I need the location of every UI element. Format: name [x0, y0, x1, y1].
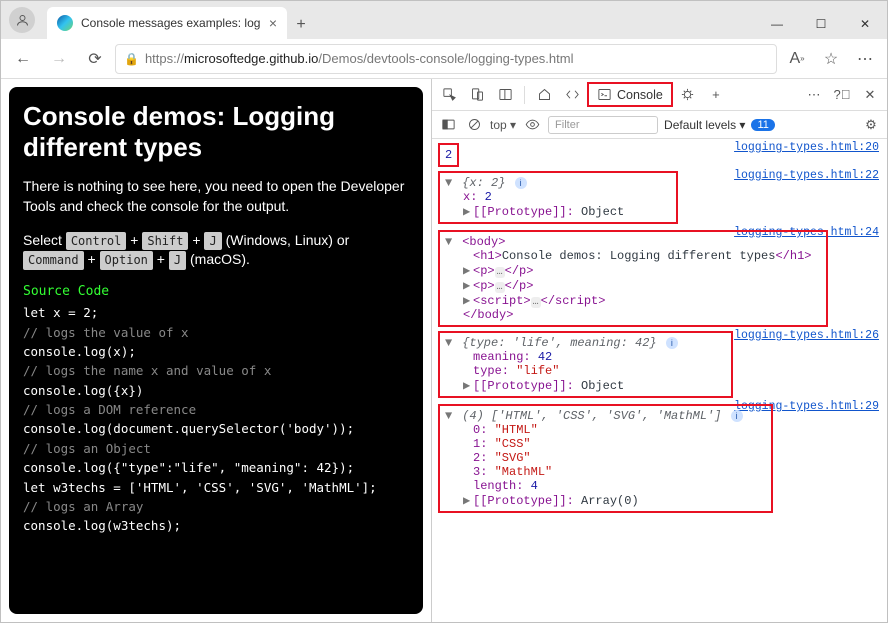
- minimize-button[interactable]: —: [755, 9, 799, 39]
- expand-icon[interactable]: ▶: [463, 278, 473, 293]
- page-viewport: Console demos: Logging different types T…: [1, 79, 431, 622]
- console-output: logging-types.html:20 2 logging-types.ht…: [432, 139, 887, 622]
- source-code: let x = 2;// logs the value of xconsole.…: [23, 303, 409, 536]
- toggle-sidebar-icon[interactable]: [438, 112, 458, 138]
- expand-icon[interactable]: ▶: [463, 204, 473, 219]
- refresh-button[interactable]: ⟳: [79, 43, 111, 75]
- page-instructions: Select Control + Shift + J (Windows, Lin…: [23, 231, 409, 271]
- browser-tab[interactable]: Console messages examples: log ×: [47, 7, 287, 39]
- url-box[interactable]: 🔒 https://microsoftedge.github.io/Demos/…: [115, 44, 777, 74]
- console-row: logging-types.html:22 ▼ {x: 2} i x: 2 ▶[…: [438, 169, 881, 226]
- console-row: logging-types.html:26 ▼ {type: 'life', m…: [438, 329, 881, 400]
- clear-console-icon[interactable]: [464, 112, 484, 138]
- welcome-tab-icon[interactable]: [531, 82, 557, 108]
- console-tab[interactable]: Console: [587, 82, 673, 107]
- tab-close-icon[interactable]: ×: [269, 15, 277, 31]
- devtools-menu-icon[interactable]: ⋯: [801, 82, 827, 108]
- console-tab-label: Console: [617, 88, 663, 102]
- page-heading: Console demos: Logging different types: [23, 101, 409, 163]
- menu-icon[interactable]: ⋯: [849, 43, 881, 75]
- sources-tab-icon[interactable]: [675, 82, 701, 108]
- page-body: Console demos: Logging different types T…: [9, 87, 423, 614]
- log-levels-selector[interactable]: Default levels ▾: [664, 118, 745, 132]
- address-bar: ← → ⟳ 🔒 https://microsoftedge.github.io/…: [1, 39, 887, 79]
- console-row: ▼ (4) ['HTML', 'CSS', 'SVG', 'MathML'] i…: [438, 402, 881, 515]
- help-icon[interactable]: ?⃝: [829, 82, 855, 108]
- source-link[interactable]: logging-types.html:20: [734, 141, 879, 154]
- collapse-icon[interactable]: ▼: [445, 235, 455, 249]
- source-link[interactable]: logging-types.html:26: [734, 329, 879, 342]
- back-button[interactable]: ←: [7, 43, 39, 75]
- console-icon: [597, 87, 612, 102]
- info-icon[interactable]: i: [515, 177, 527, 189]
- url-text: https://microsoftedge.github.io/Demos/de…: [145, 51, 574, 66]
- devtools-close-icon[interactable]: ✕: [857, 82, 883, 108]
- favorite-icon[interactable]: ☆: [815, 43, 847, 75]
- lock-icon: 🔒: [124, 52, 139, 66]
- edge-icon: [57, 15, 73, 31]
- kbd-j: J: [204, 232, 221, 251]
- inspect-icon[interactable]: [436, 82, 462, 108]
- profile-icon[interactable]: [9, 7, 35, 33]
- expand-icon[interactable]: ▶: [463, 378, 473, 393]
- new-tab-button[interactable]: +: [287, 11, 315, 39]
- source-link[interactable]: logging-types.html:22: [734, 169, 879, 182]
- elements-tab-icon[interactable]: [559, 82, 585, 108]
- expand-icon[interactable]: ▶: [463, 293, 473, 308]
- collapse-icon[interactable]: ▼: [445, 409, 455, 423]
- issues-badge[interactable]: 11: [751, 119, 774, 131]
- console-row: ▼ <body> <h1>Console demos: Logging diff…: [438, 228, 881, 329]
- devtools-panel: Console + ⋯ ?⃝ ✕ top ▾ Filter Default le…: [431, 79, 887, 622]
- forward-button[interactable]: →: [43, 43, 75, 75]
- read-aloud-icon[interactable]: A»: [781, 43, 813, 75]
- console-settings-icon[interactable]: ⚙: [861, 112, 881, 138]
- tab-title: Console messages examples: log: [81, 16, 260, 30]
- filter-input[interactable]: Filter: [548, 116, 658, 134]
- console-row: logging-types.html:20 2: [438, 141, 881, 169]
- close-button[interactable]: ✕: [843, 9, 887, 39]
- info-icon[interactable]: i: [666, 337, 678, 349]
- info-icon[interactable]: i: [731, 410, 743, 422]
- kbd-opt: Option: [100, 251, 153, 270]
- console-toolbar: top ▾ Filter Default levels ▾ 11 ⚙: [432, 111, 887, 139]
- kbd-ctrl: Control: [66, 232, 127, 251]
- code-title: Source Code: [23, 284, 409, 299]
- devtools-tabbar: Console + ⋯ ?⃝ ✕: [432, 79, 887, 111]
- device-icon[interactable]: [464, 82, 490, 108]
- collapse-icon[interactable]: ▼: [445, 336, 455, 350]
- dock-icon[interactable]: [492, 82, 518, 108]
- more-tabs-button[interactable]: +: [703, 82, 729, 108]
- page-intro: There is nothing to see here, you need t…: [23, 177, 409, 216]
- titlebar: Console messages examples: log × + — ☐ ✕: [1, 1, 887, 39]
- maximize-button[interactable]: ☐: [799, 9, 843, 39]
- kbd-cmd: Command: [23, 251, 84, 270]
- live-expression-icon[interactable]: [522, 112, 542, 138]
- collapse-icon[interactable]: ▼: [445, 176, 455, 190]
- kbd-j2: J: [169, 251, 186, 270]
- content-area: Console demos: Logging different types T…: [1, 79, 887, 622]
- expand-icon[interactable]: ▶: [463, 263, 473, 278]
- context-selector[interactable]: top ▾: [490, 118, 516, 132]
- expand-icon[interactable]: ▶: [463, 493, 473, 508]
- kbd-shift: Shift: [142, 232, 188, 251]
- window-controls: — ☐ ✕: [755, 9, 887, 39]
